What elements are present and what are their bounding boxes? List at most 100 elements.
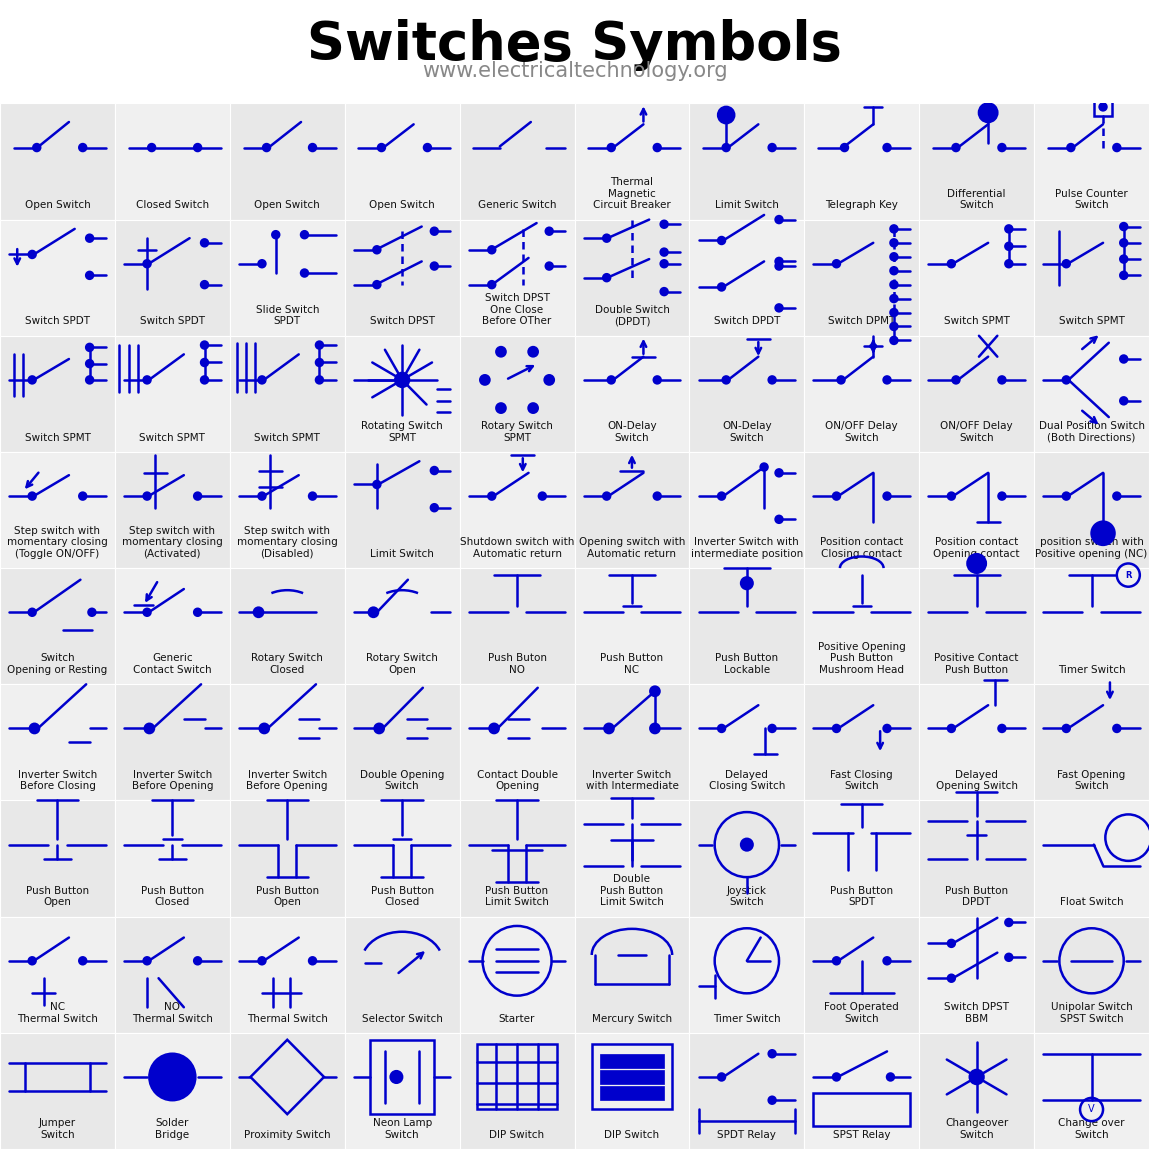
Circle shape	[259, 957, 265, 964]
Circle shape	[998, 493, 1005, 500]
Circle shape	[953, 144, 959, 151]
Bar	[370, 1040, 434, 1115]
Bar	[115, 336, 230, 452]
Text: Foot Operated
Switch: Foot Operated Switch	[824, 1002, 900, 1024]
Circle shape	[1063, 260, 1070, 268]
Circle shape	[259, 493, 265, 500]
Circle shape	[723, 144, 730, 151]
Text: Rotating Switch
SPMT: Rotating Switch SPMT	[361, 421, 444, 442]
Circle shape	[776, 257, 782, 265]
Text: DIP Switch: DIP Switch	[489, 1129, 545, 1140]
Circle shape	[833, 957, 840, 964]
Circle shape	[149, 1054, 195, 1101]
Text: Timer Switch: Timer Switch	[1058, 665, 1125, 674]
Circle shape	[144, 493, 151, 500]
Bar	[460, 685, 574, 801]
Bar	[689, 336, 804, 452]
Circle shape	[86, 272, 93, 279]
Bar	[230, 103, 345, 219]
Circle shape	[723, 377, 730, 384]
Circle shape	[373, 481, 380, 488]
Text: Switch DPST: Switch DPST	[370, 316, 434, 326]
Circle shape	[833, 725, 840, 732]
Text: Selector Switch: Selector Switch	[362, 1013, 442, 1024]
Text: Double Opening
Switch: Double Opening Switch	[360, 770, 445, 792]
Text: Neon Lamp
Switch: Neon Lamp Switch	[372, 1118, 432, 1140]
Circle shape	[488, 246, 495, 253]
Bar	[600, 1054, 664, 1067]
Text: ON-Delay
Switch: ON-Delay Switch	[607, 421, 657, 442]
Bar	[230, 685, 345, 801]
Circle shape	[369, 608, 378, 617]
Circle shape	[148, 144, 155, 151]
Circle shape	[776, 216, 782, 223]
Circle shape	[431, 228, 438, 234]
Circle shape	[603, 275, 610, 282]
Circle shape	[776, 263, 782, 270]
Bar	[804, 685, 919, 801]
Circle shape	[309, 493, 316, 500]
Bar	[689, 103, 804, 219]
Text: Step switch with
momentary closing
(Disabled): Step switch with momentary closing (Disa…	[237, 525, 338, 558]
Bar	[460, 801, 574, 917]
Text: Starter: Starter	[499, 1013, 535, 1024]
Bar	[689, 801, 804, 917]
Circle shape	[769, 725, 776, 732]
Bar	[460, 568, 574, 685]
Circle shape	[316, 341, 323, 348]
Circle shape	[761, 463, 768, 471]
Text: Rotary Switch
SPMT: Rotary Switch SPMT	[481, 421, 553, 442]
Text: Shutdown switch with
Automatic return: Shutdown switch with Automatic return	[460, 538, 574, 558]
Circle shape	[1092, 522, 1115, 545]
Bar	[345, 103, 460, 219]
Bar	[804, 1033, 919, 1149]
Bar	[345, 801, 460, 917]
Circle shape	[145, 724, 154, 733]
Bar	[919, 801, 1034, 917]
Circle shape	[1063, 493, 1070, 500]
Bar	[600, 1070, 664, 1084]
Bar	[919, 568, 1034, 685]
Circle shape	[833, 260, 840, 268]
Circle shape	[431, 466, 438, 475]
Bar	[0, 336, 115, 452]
Circle shape	[316, 358, 323, 367]
Circle shape	[661, 288, 668, 295]
Circle shape	[144, 957, 151, 964]
Text: Pulse Counter
Switch: Pulse Counter Switch	[1055, 188, 1128, 210]
Bar	[0, 568, 115, 685]
Bar	[460, 1033, 574, 1149]
Bar	[345, 336, 460, 452]
Circle shape	[1120, 223, 1127, 230]
Text: Positive Opening
Push Button
Mushroom Head: Positive Opening Push Button Mushroom He…	[818, 642, 905, 674]
Bar	[804, 801, 919, 917]
Circle shape	[488, 282, 495, 288]
Circle shape	[496, 347, 506, 356]
Circle shape	[998, 144, 1005, 151]
Circle shape	[769, 1096, 776, 1104]
Bar	[460, 103, 574, 219]
Circle shape	[970, 1070, 984, 1084]
Circle shape	[29, 250, 36, 257]
Circle shape	[890, 268, 897, 275]
Circle shape	[948, 940, 955, 947]
Circle shape	[884, 725, 890, 732]
Text: R: R	[1125, 571, 1132, 579]
Circle shape	[769, 144, 776, 151]
Text: Push Button
Limit Switch: Push Button Limit Switch	[485, 886, 549, 908]
Circle shape	[194, 609, 201, 616]
Text: Timer Switch: Timer Switch	[714, 1013, 780, 1024]
Circle shape	[1067, 144, 1074, 151]
Circle shape	[260, 724, 269, 733]
Bar	[574, 336, 689, 452]
Circle shape	[948, 493, 955, 500]
Bar	[460, 452, 574, 568]
Text: Thermal
Magnetic
Circuit Breaker: Thermal Magnetic Circuit Breaker	[593, 177, 671, 210]
Text: Switch SPMT: Switch SPMT	[24, 433, 91, 442]
Circle shape	[86, 377, 93, 384]
Circle shape	[201, 239, 208, 246]
Circle shape	[890, 295, 897, 302]
Circle shape	[144, 609, 151, 616]
Bar	[574, 801, 689, 917]
Bar	[574, 568, 689, 685]
